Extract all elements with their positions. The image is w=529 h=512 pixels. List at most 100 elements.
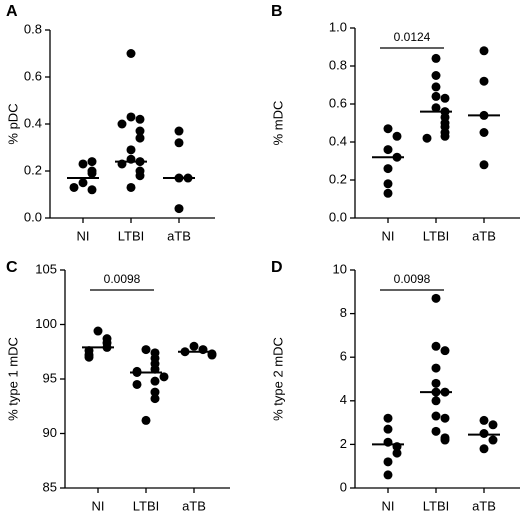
panel-label: C xyxy=(6,259,18,276)
y-tick-label: 0.4 xyxy=(329,133,347,148)
data-point xyxy=(440,93,450,103)
data-point xyxy=(69,182,79,192)
data-point xyxy=(422,133,432,143)
data-point xyxy=(440,413,450,423)
data-point xyxy=(479,429,489,438)
y-tick-label: 1.0 xyxy=(329,19,347,34)
data-point xyxy=(150,364,160,374)
panel-label: A xyxy=(6,3,18,20)
y-tick-label: 4 xyxy=(340,392,347,407)
data-point xyxy=(383,145,393,155)
y-tick-label: 0.0 xyxy=(329,209,347,224)
data-point xyxy=(479,128,489,137)
x-tick-label: LTBI xyxy=(118,228,145,243)
data-point xyxy=(431,396,441,406)
data-point xyxy=(431,53,441,63)
data-point xyxy=(431,293,441,303)
data-point xyxy=(431,378,441,388)
x-tick-label: NI xyxy=(382,498,395,512)
p-value: 0.0124 xyxy=(394,30,431,44)
y-tick-label: 0.4 xyxy=(24,115,42,130)
data-point xyxy=(479,415,489,425)
data-point xyxy=(135,114,145,124)
data-point xyxy=(383,164,393,174)
x-tick-label: NI xyxy=(92,498,105,512)
data-point xyxy=(383,413,393,423)
data-point xyxy=(479,444,489,454)
data-point xyxy=(126,49,136,58)
y-tick-label: 0.0 xyxy=(24,209,42,224)
x-tick-label: aTB xyxy=(472,228,496,243)
panel-label: D xyxy=(271,259,283,276)
data-point xyxy=(174,126,184,136)
data-point xyxy=(93,326,103,336)
data-point xyxy=(141,345,151,355)
y-tick-label: 10 xyxy=(333,261,347,276)
y-tick-label: 0.6 xyxy=(329,95,347,110)
y-tick-label: 0.2 xyxy=(329,171,347,186)
data-point xyxy=(383,188,393,198)
data-point xyxy=(383,470,393,480)
y-tick-label: 6 xyxy=(340,349,347,364)
data-point xyxy=(174,204,184,214)
y-tick-label: 0.8 xyxy=(329,57,347,72)
data-point xyxy=(87,168,97,178)
y-tick-label: 85 xyxy=(43,479,57,494)
y-axis-label: % type 1 mDC xyxy=(5,337,20,421)
data-point xyxy=(488,435,498,445)
x-tick-label: aTB xyxy=(167,228,191,243)
data-point xyxy=(84,352,94,362)
y-tick-label: 105 xyxy=(35,261,57,276)
data-point xyxy=(431,82,441,92)
data-point xyxy=(150,387,160,397)
panel-label: B xyxy=(271,3,283,20)
data-point xyxy=(117,119,127,129)
y-axis-label: % mDC xyxy=(270,101,285,146)
data-point xyxy=(78,178,88,188)
data-point xyxy=(135,126,145,136)
data-point xyxy=(440,131,450,141)
data-point xyxy=(135,171,145,181)
data-point xyxy=(479,46,489,56)
data-point xyxy=(150,394,160,404)
x-tick-label: NI xyxy=(382,228,395,243)
data-point xyxy=(383,424,393,434)
data-point xyxy=(189,341,199,351)
data-point xyxy=(141,415,151,425)
data-point xyxy=(479,160,489,170)
data-point xyxy=(431,426,441,436)
data-point xyxy=(132,379,142,389)
p-value: 0.0098 xyxy=(104,272,141,286)
y-tick-label: 90 xyxy=(43,425,57,440)
data-point xyxy=(479,76,489,86)
x-tick-label: NI xyxy=(77,228,90,243)
y-tick-label: 2 xyxy=(340,436,347,451)
data-point xyxy=(431,71,441,80)
data-point xyxy=(488,420,498,430)
data-point xyxy=(431,103,441,113)
data-point xyxy=(440,346,450,356)
data-point xyxy=(126,182,136,192)
y-tick-label: 0.8 xyxy=(24,21,42,36)
data-point xyxy=(383,179,393,189)
p-value: 0.0098 xyxy=(394,272,431,286)
y-tick-label: 95 xyxy=(43,370,57,385)
data-point xyxy=(150,376,160,386)
data-point xyxy=(431,91,441,101)
data-point xyxy=(431,363,441,373)
y-tick-label: 0.2 xyxy=(24,162,42,177)
x-tick-label: aTB xyxy=(472,498,496,512)
x-tick-label: aTB xyxy=(182,498,206,512)
y-tick-label: 0.6 xyxy=(24,68,42,83)
data-point xyxy=(87,157,97,167)
data-point xyxy=(135,133,145,143)
data-point xyxy=(440,435,450,445)
y-tick-label: 100 xyxy=(35,316,57,331)
y-tick-label: 0 xyxy=(340,479,347,494)
data-point xyxy=(207,350,217,360)
data-point xyxy=(174,138,184,148)
data-point xyxy=(392,131,402,141)
x-tick-label: LTBI xyxy=(133,498,160,512)
x-tick-label: LTBI xyxy=(423,228,450,243)
